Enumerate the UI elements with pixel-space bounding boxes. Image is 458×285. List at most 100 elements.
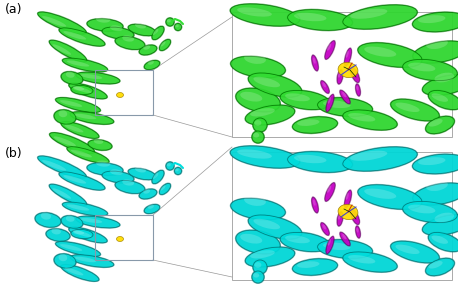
Ellipse shape [41,213,51,220]
Ellipse shape [160,185,165,191]
Ellipse shape [49,39,87,63]
Ellipse shape [229,145,301,169]
Bar [95,70,153,115]
Ellipse shape [87,139,113,151]
Ellipse shape [342,146,418,172]
Ellipse shape [288,10,352,30]
Ellipse shape [66,216,75,222]
Ellipse shape [69,254,114,268]
Ellipse shape [338,72,341,78]
Ellipse shape [54,254,76,268]
Ellipse shape [55,241,101,257]
Ellipse shape [279,231,331,253]
Ellipse shape [322,82,326,87]
Ellipse shape [357,184,423,210]
Ellipse shape [327,185,331,193]
Ellipse shape [102,171,134,183]
Ellipse shape [413,12,458,32]
Ellipse shape [87,163,123,175]
Ellipse shape [395,103,420,112]
Ellipse shape [336,211,344,227]
Ellipse shape [421,214,458,236]
Ellipse shape [237,7,272,17]
Ellipse shape [352,70,356,76]
Ellipse shape [135,23,146,28]
Ellipse shape [344,190,351,208]
Ellipse shape [174,166,182,176]
Ellipse shape [325,235,335,255]
Ellipse shape [61,57,109,73]
Ellipse shape [326,237,334,253]
Ellipse shape [364,46,396,57]
Ellipse shape [435,213,454,222]
Ellipse shape [61,72,83,84]
Ellipse shape [75,215,121,229]
Ellipse shape [174,23,181,30]
Ellipse shape [38,12,86,34]
Ellipse shape [240,92,262,101]
Ellipse shape [73,87,84,91]
Ellipse shape [356,86,359,91]
Ellipse shape [327,43,331,51]
Ellipse shape [422,75,458,95]
Ellipse shape [292,258,338,276]
Ellipse shape [343,252,397,272]
Ellipse shape [49,184,87,206]
Ellipse shape [116,93,124,97]
Ellipse shape [59,172,105,190]
Ellipse shape [425,116,454,134]
Ellipse shape [244,246,296,268]
Ellipse shape [58,27,106,47]
Ellipse shape [159,184,170,195]
Ellipse shape [143,45,150,50]
Ellipse shape [342,92,346,97]
Ellipse shape [254,262,262,268]
Ellipse shape [294,155,327,163]
Ellipse shape [425,258,454,276]
Ellipse shape [51,228,61,235]
Ellipse shape [402,58,458,82]
Ellipse shape [115,36,145,50]
Ellipse shape [81,74,102,79]
Ellipse shape [390,98,440,122]
Ellipse shape [343,147,417,171]
Ellipse shape [348,255,375,264]
Ellipse shape [391,99,439,121]
Ellipse shape [240,234,262,244]
Ellipse shape [37,11,87,35]
Ellipse shape [311,196,319,214]
Ellipse shape [56,242,100,256]
Ellipse shape [395,245,420,254]
Ellipse shape [75,71,121,85]
Ellipse shape [71,86,93,95]
Ellipse shape [114,180,146,194]
Ellipse shape [67,60,89,67]
Ellipse shape [67,204,89,211]
Ellipse shape [252,131,264,143]
Ellipse shape [102,27,134,39]
Ellipse shape [412,40,458,64]
Ellipse shape [245,105,294,125]
Ellipse shape [60,121,100,139]
Ellipse shape [325,183,335,201]
Ellipse shape [364,189,396,199]
Ellipse shape [338,62,358,78]
Ellipse shape [343,110,397,130]
Ellipse shape [313,58,316,64]
Ellipse shape [285,93,310,101]
Ellipse shape [342,4,418,30]
Ellipse shape [324,40,336,60]
Ellipse shape [428,261,442,268]
Ellipse shape [342,251,398,273]
Ellipse shape [412,153,458,175]
Ellipse shape [81,218,102,223]
Ellipse shape [346,193,349,200]
Ellipse shape [285,235,310,243]
Ellipse shape [94,139,103,144]
Ellipse shape [390,240,440,264]
Ellipse shape [317,240,372,258]
Ellipse shape [49,183,87,207]
Ellipse shape [321,223,329,235]
Ellipse shape [251,130,265,144]
Ellipse shape [247,72,303,98]
